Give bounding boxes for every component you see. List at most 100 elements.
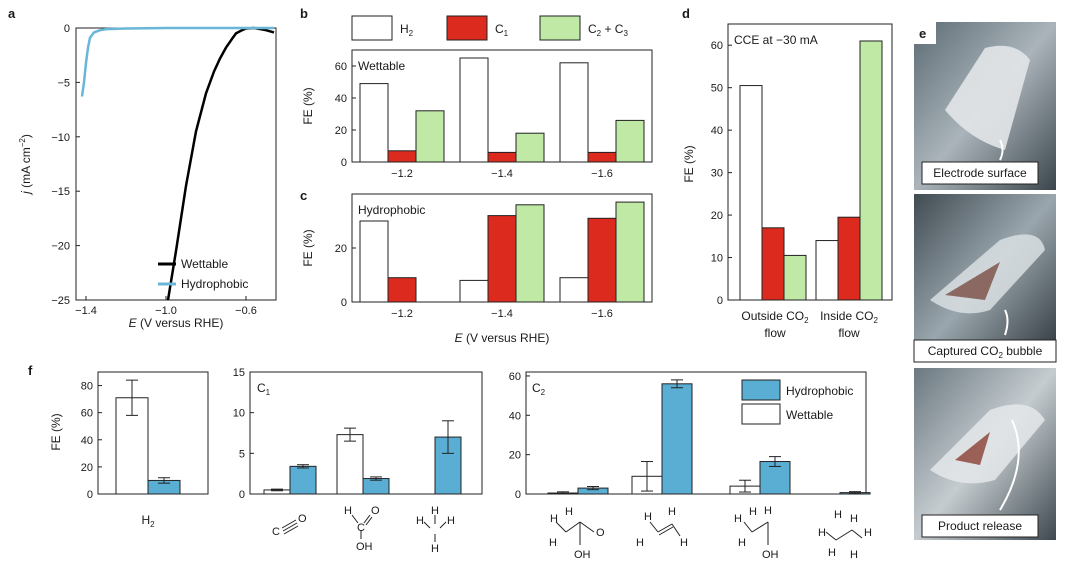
photo2-caption-tail: bubble <box>1003 344 1043 358</box>
ethylene-bond2 <box>657 523 673 533</box>
panel-c-ylabel: FE (%) <box>301 229 315 266</box>
legend-c1-text: C <box>495 22 504 36</box>
legend-c1-label: C1 <box>495 22 509 38</box>
molecule-ethane-h1: H <box>834 509 842 521</box>
b-bar <box>559 62 589 163</box>
molecule-acetic-oh: OH <box>574 549 591 561</box>
panel-e: e Electrode surface Captured CO2 bubble … <box>913 22 1057 540</box>
molecule-hcooh-oh: OH <box>356 541 373 553</box>
c-bar <box>359 220 389 303</box>
f-c2-ytick-label: 40 <box>509 410 521 422</box>
molecule-hcooh-bonds <box>351 514 373 539</box>
photo1-electrode-shape <box>945 45 1030 150</box>
panel-d-cat-outside-l2: flow <box>764 326 786 340</box>
molecule-ethane-h3: H <box>828 547 836 559</box>
photo3-caption-box <box>921 514 1039 538</box>
ethane-bond1 <box>825 531 837 541</box>
molecule-ethanol-h2: H <box>749 506 757 518</box>
a-xtick-label: −1.0 <box>155 305 177 317</box>
f-h2-ytick-label: 80 <box>81 381 93 393</box>
panel-d-ylabel: FE (%) <box>682 145 696 182</box>
panel-f-h2-ticks: 0 20 40 60 80 <box>81 381 102 501</box>
legend-c23-a-sub: 2 <box>597 29 602 38</box>
c-ytick-label: 20 <box>335 243 347 255</box>
panel-f-h2-frame <box>97 371 209 495</box>
molecule-hcooh-o: O <box>371 505 380 517</box>
panel-f-h2-bars <box>115 379 181 495</box>
legend-h2-text: H <box>400 22 409 36</box>
panel-b-ylabel: FE (%) <box>301 87 315 124</box>
a-ytick-label: −10 <box>51 132 70 144</box>
molecule-ch4-h4: H <box>431 543 439 555</box>
molecule-co-bond3 <box>283 525 299 535</box>
b-bar <box>359 83 389 163</box>
panel-b-bars <box>359 57 645 163</box>
molecule-acetic-h1: H <box>550 513 558 525</box>
photo2-caption-main: Captured CO <box>928 344 999 358</box>
panel-a-xlabel: E (V versus RHE) <box>129 316 224 330</box>
panel-f-c2-bars <box>547 379 871 495</box>
molecule-ch4-h1: H <box>431 505 439 517</box>
panel-c-xlabel: E (V versus RHE) <box>455 331 550 345</box>
f-h2-ytick-label: 20 <box>81 462 93 474</box>
a-ytick-label: −5 <box>57 77 70 89</box>
photo3-electrode-shape <box>930 404 1045 484</box>
b-xtick-label: −1.6 <box>591 168 613 180</box>
panel-d-cat-inside: Inside CO2 flow <box>820 309 878 340</box>
legend-wettable-label: Wettable <box>181 257 228 271</box>
d-bar <box>859 40 883 301</box>
c-bar <box>587 217 617 303</box>
panel-f-h2-category-sub: 2 <box>150 520 155 529</box>
c-ytick-label: 0 <box>341 297 347 309</box>
f-c2-bar <box>661 383 693 495</box>
legend-c23-b-sub: 3 <box>623 29 628 38</box>
photo2-caption-box <box>913 339 1057 363</box>
legend-c23-swatch <box>539 15 581 41</box>
panel-label-b: b <box>300 6 308 21</box>
a-series-hydrophobic <box>80 26 274 97</box>
f-c1-bar <box>336 434 364 495</box>
photo3-caption: Product release <box>938 519 1022 533</box>
panel-c-bars <box>359 201 645 303</box>
molecule-ethane-h4: H <box>850 513 858 525</box>
legend-h2-label: H2 <box>400 22 414 38</box>
panel-a-ylabel-unit: (mA cm <box>19 147 33 191</box>
ch4-bond1 <box>423 521 431 529</box>
b-bar <box>387 150 417 163</box>
a-ytick-label: 0 <box>64 23 70 35</box>
molecule-acetic-o: O <box>596 527 605 539</box>
b-xtick-label: −1.2 <box>391 168 413 180</box>
panel-label-c: c <box>300 188 307 203</box>
c-bar <box>387 277 417 303</box>
legend-h2-sub: 2 <box>409 29 414 38</box>
molecule-co-c: C <box>272 526 280 538</box>
panel-d: d 0 10 20 30 40 50 60 CCE at −30 mA FE (%) Out… <box>682 6 893 340</box>
panel-d-cat-inside-l1: Inside CO <box>820 309 873 323</box>
legend-h2-swatch <box>351 15 393 41</box>
molecule-ethane-h5: H <box>864 527 872 539</box>
panel-a-series <box>80 26 275 301</box>
b-ytick-label: 0 <box>341 157 347 169</box>
panel-f-c2-ticks: 0 20 40 60 <box>509 371 530 501</box>
ethylene-bond1 <box>649 521 659 533</box>
panel-e-label-box <box>914 22 936 44</box>
f-h2-ytick-label: 40 <box>81 435 93 447</box>
acetic-bond2 <box>565 521 581 533</box>
d-bar <box>761 227 785 301</box>
f-c2-ytick-label: 60 <box>509 371 521 383</box>
ethane-bond2 <box>835 529 853 541</box>
a-ytick-label: −20 <box>51 241 70 253</box>
molecule-hcooh-h: H <box>344 505 352 517</box>
photo2-arrow <box>1004 309 1009 336</box>
d-ytick-label: 60 <box>711 40 723 52</box>
legend-c1-sub: 1 <box>504 29 509 38</box>
panel-label-d: d <box>682 6 690 21</box>
a-ytick-label: −25 <box>51 295 70 307</box>
molecule-ethanol-h3: H <box>738 537 746 549</box>
panel-f-c1-label-sub: 1 <box>266 388 271 397</box>
molecule-ethane-h6: H <box>850 549 858 561</box>
molecule-hcooh-c: C <box>357 522 365 534</box>
d-bar <box>739 85 763 301</box>
molecule-co-bond2 <box>282 522 298 532</box>
